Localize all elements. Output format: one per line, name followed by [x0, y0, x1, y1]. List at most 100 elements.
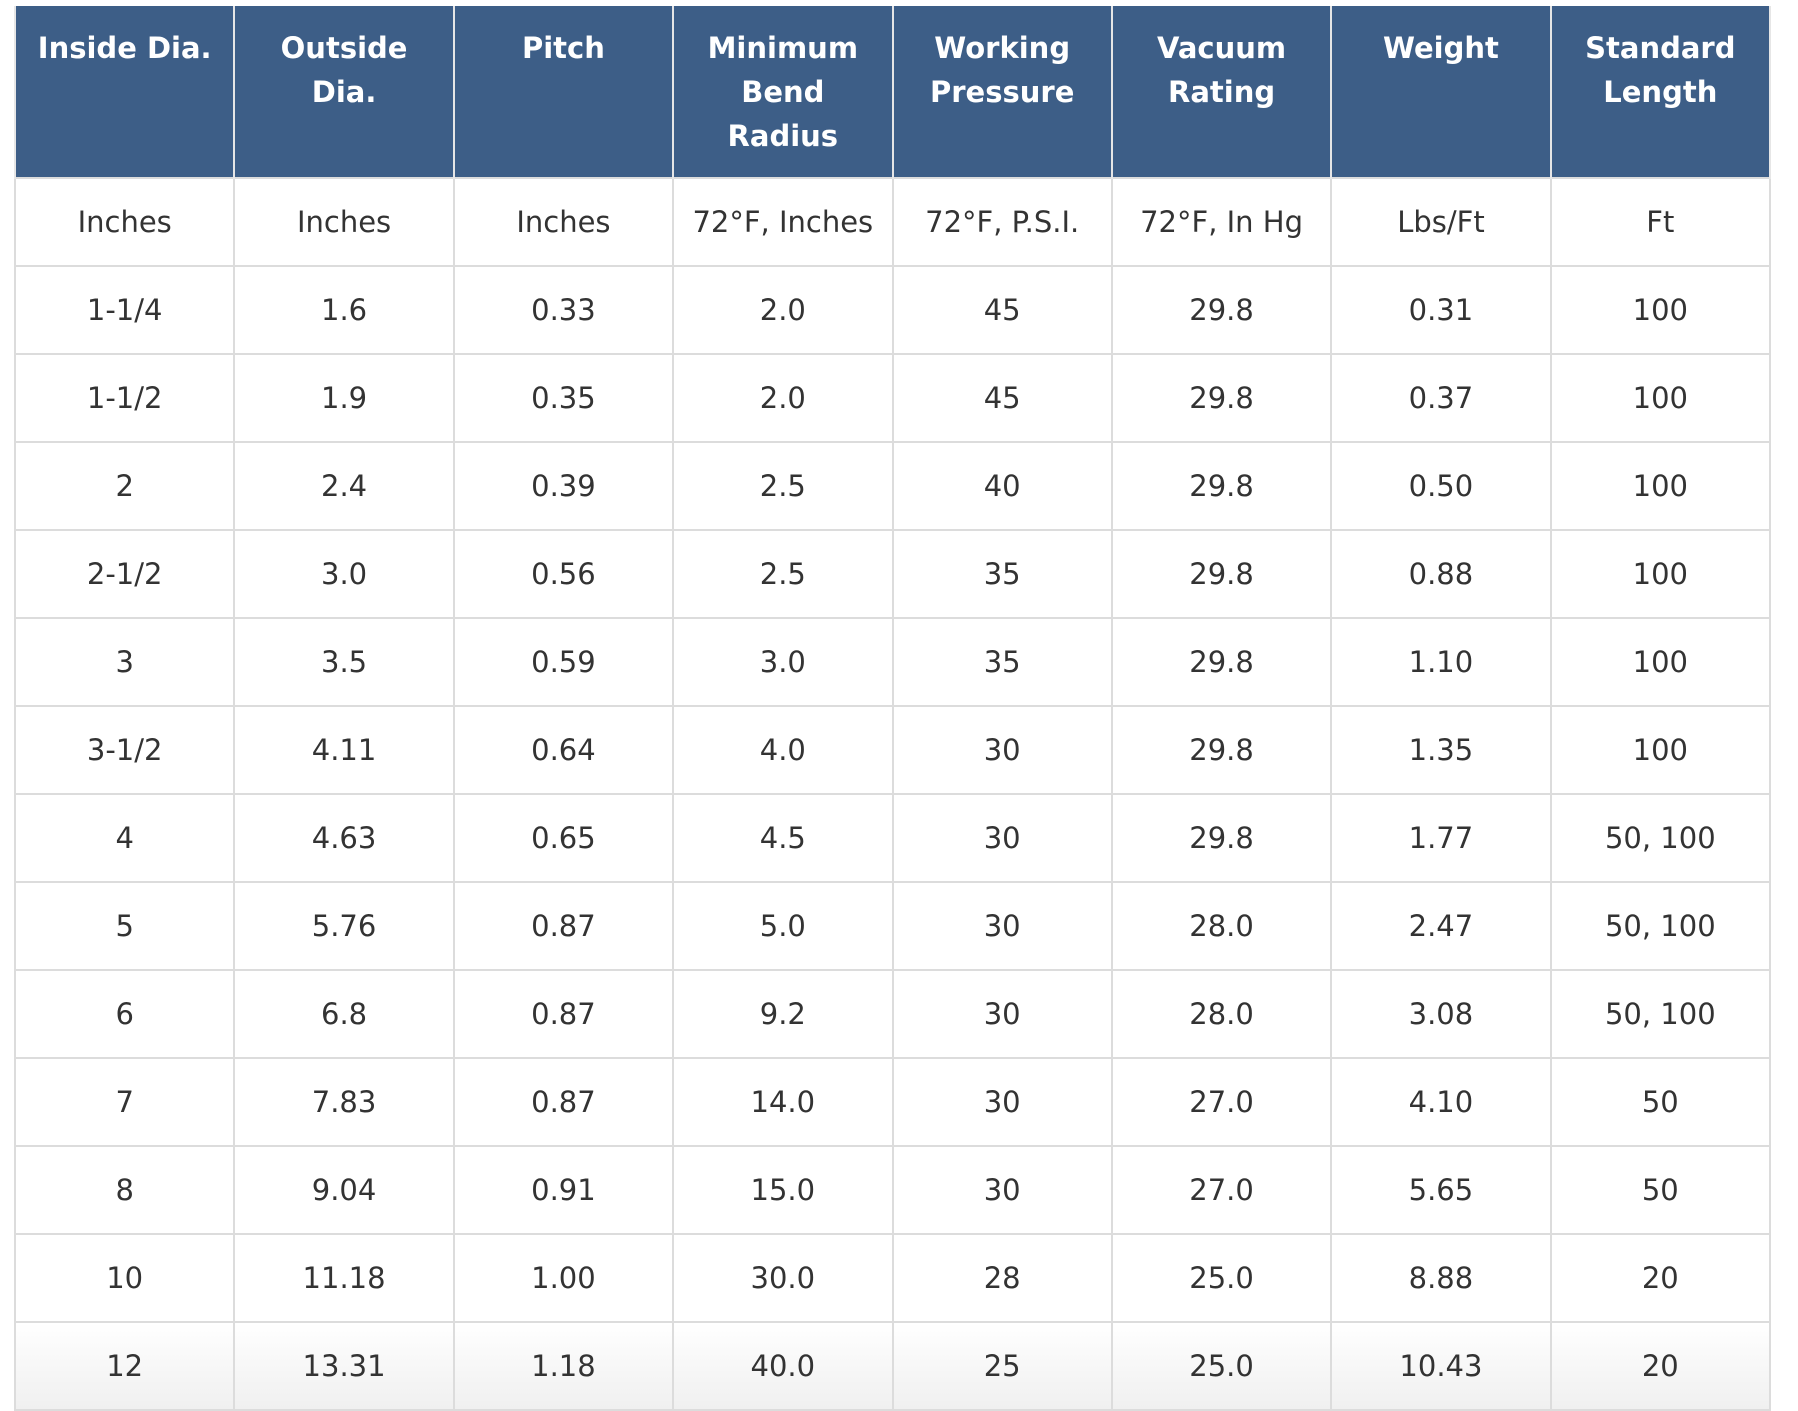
data-cell: 30 — [891, 969, 1113, 1059]
column-header: Minimum Bend Radius — [672, 6, 894, 178]
data-cell: 0.50 — [1330, 441, 1552, 531]
data-cell: 1-1/2 — [13, 353, 236, 443]
data-row: 2 2.4 0.39 2.5 40 29.8 0.50 100 — [13, 441, 1772, 531]
data-cell: 100 — [1549, 441, 1772, 531]
data-cell: 4.11 — [233, 705, 455, 795]
units-row: Inches Inches Inches 72°F, Inches 72°F, P.S.… — [13, 177, 1772, 267]
data-cell: 28.0 — [1110, 969, 1333, 1059]
data-cell: 4.0 — [672, 705, 894, 795]
data-cell: 35 — [891, 529, 1113, 619]
column-header: Inside Dia. — [13, 6, 236, 178]
data-cell: 4 — [13, 793, 236, 883]
column-header: Working Pressure — [891, 6, 1113, 178]
data-row: 6 6.8 0.87 9.2 30 28.0 3.08 50, 100 — [13, 969, 1772, 1059]
data-cell: 2.0 — [672, 353, 894, 443]
data-cell: 1.77 — [1330, 793, 1552, 883]
data-cell: 2.5 — [672, 529, 894, 619]
data-cell: 0.33 — [452, 265, 675, 355]
data-cell: 27.0 — [1110, 1057, 1333, 1147]
data-cell: 28.0 — [1110, 881, 1333, 971]
data-cell: 5.76 — [233, 881, 455, 971]
data-cell: 30 — [891, 793, 1113, 883]
data-row: 1-1/2 1.9 0.35 2.0 45 29.8 0.37 100 — [13, 353, 1772, 443]
data-cell: 29.8 — [1110, 705, 1333, 795]
data-cell: 25 — [891, 1321, 1113, 1411]
spec-table: Inside Dia. Outside Dia. Pitch Minimum Bend… — [13, 6, 1772, 1411]
data-cell: 0.39 — [452, 441, 675, 531]
data-row: 3 3.5 0.59 3.0 35 29.8 1.10 100 — [13, 617, 1772, 707]
data-cell: 8.88 — [1330, 1233, 1552, 1323]
data-cell: 2.4 — [233, 441, 455, 531]
data-cell: 5 — [13, 881, 236, 971]
data-cell: 12 — [13, 1321, 236, 1411]
data-cell: 8 — [13, 1145, 236, 1235]
data-cell: 6 — [13, 969, 236, 1059]
data-cell: 3.5 — [233, 617, 455, 707]
data-row: 7 7.83 0.87 14.0 30 27.0 4.10 50 — [13, 1057, 1772, 1147]
data-cell: 1.10 — [1330, 617, 1552, 707]
data-cell: 45 — [891, 265, 1113, 355]
unit-cell: 72°F, P.S.I. — [891, 177, 1113, 267]
data-cell: 50 — [1549, 1145, 1772, 1235]
data-cell: 30 — [891, 881, 1113, 971]
data-row: 3-1/2 4.11 0.64 4.0 30 29.8 1.35 100 — [13, 705, 1772, 795]
column-header: Standard Length — [1549, 6, 1772, 178]
data-cell: 3.0 — [672, 617, 894, 707]
data-cell: 20 — [1549, 1321, 1772, 1411]
data-cell: 0.37 — [1330, 353, 1552, 443]
data-cell: 30 — [891, 705, 1113, 795]
data-cell: 1.18 — [452, 1321, 675, 1411]
data-cell: 30 — [891, 1057, 1113, 1147]
data-cell: 10 — [13, 1233, 236, 1323]
data-cell: 45 — [891, 353, 1113, 443]
data-cell: 30.0 — [672, 1233, 894, 1323]
data-cell: 9.2 — [672, 969, 894, 1059]
data-cell: 2 — [13, 441, 236, 531]
data-cell: 11.18 — [233, 1233, 455, 1323]
data-cell: 14.0 — [672, 1057, 894, 1147]
data-cell: 2.47 — [1330, 881, 1552, 971]
data-cell: 50 — [1549, 1057, 1772, 1147]
data-cell: 25.0 — [1110, 1321, 1333, 1411]
data-cell: 29.8 — [1110, 265, 1333, 355]
data-cell: 1.9 — [233, 353, 455, 443]
data-cell: 100 — [1549, 529, 1772, 619]
data-cell: 100 — [1549, 617, 1772, 707]
unit-cell: Inches — [233, 177, 455, 267]
data-cell: 2.5 — [672, 441, 894, 531]
data-cell: 0.56 — [452, 529, 675, 619]
data-cell: 10.43 — [1330, 1321, 1552, 1411]
data-cell: 28 — [891, 1233, 1113, 1323]
unit-cell: 72°F, Inches — [672, 177, 894, 267]
data-cell: 3.08 — [1330, 969, 1552, 1059]
data-cell: 15.0 — [672, 1145, 894, 1235]
data-cell: 25.0 — [1110, 1233, 1333, 1323]
data-cell: 0.87 — [452, 969, 675, 1059]
data-cell: 35 — [891, 617, 1113, 707]
data-cell: 50, 100 — [1549, 969, 1772, 1059]
column-header: Vacuum Rating — [1110, 6, 1333, 178]
data-cell: 100 — [1549, 265, 1772, 355]
data-cell: 1-1/4 — [13, 265, 236, 355]
data-cell: 0.87 — [452, 1057, 675, 1147]
data-cell: 1.6 — [233, 265, 455, 355]
data-cell: 0.88 — [1330, 529, 1552, 619]
data-cell: 7 — [13, 1057, 236, 1147]
unit-cell: Inches — [452, 177, 675, 267]
data-row: 2-1/2 3.0 0.56 2.5 35 29.8 0.88 100 — [13, 529, 1772, 619]
column-header: Pitch — [452, 6, 675, 178]
data-cell: 29.8 — [1110, 617, 1333, 707]
data-cell: 50, 100 — [1549, 793, 1772, 883]
data-row: 4 4.63 0.65 4.5 30 29.8 1.77 50, 100 — [13, 793, 1772, 883]
data-cell: 3 — [13, 617, 236, 707]
data-cell: 50, 100 — [1549, 881, 1772, 971]
data-row: 1-1/4 1.6 0.33 2.0 45 29.8 0.31 100 — [13, 265, 1772, 355]
data-cell: 0.91 — [452, 1145, 675, 1235]
data-cell: 0.31 — [1330, 265, 1552, 355]
header-row: Inside Dia. Outside Dia. Pitch Minimum Bend… — [13, 6, 1772, 178]
data-cell: 29.8 — [1110, 793, 1333, 883]
data-row: 12 13.31 1.18 40.0 25 25.0 10.43 20 — [13, 1321, 1772, 1411]
data-cell: 0.59 — [452, 617, 675, 707]
data-cell: 2-1/2 — [13, 529, 236, 619]
